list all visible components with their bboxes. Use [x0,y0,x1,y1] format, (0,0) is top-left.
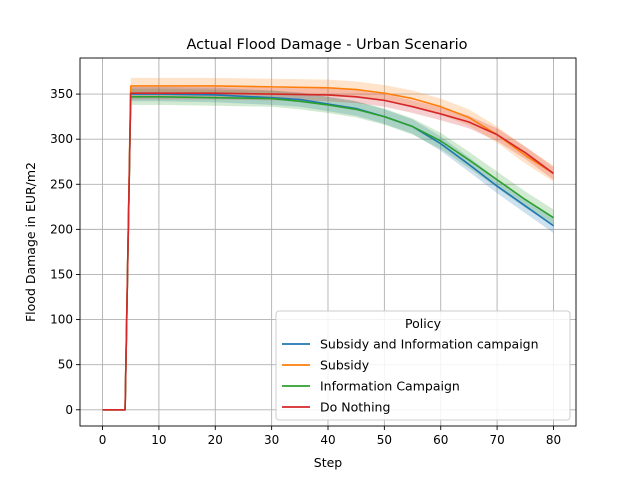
x-tick-label: 50 [377,433,392,447]
x-tick-label: 30 [264,433,279,447]
legend-box [275,310,571,421]
legend: Policy Subsidy and Information campaignS… [275,310,571,421]
y-tick-label: 200 [50,222,73,236]
x-tick-label: 0 [99,433,107,447]
series-lines [102,85,554,411]
series-line-do-nothing [102,92,554,411]
legend-items: Subsidy and Information campaign Subsidy I… [282,337,539,415]
legend-title: Policy [405,316,442,331]
x-axis-ticks: 0 10 20 30 40 50 60 70 80 [99,426,561,447]
series-line-information-campaign [102,95,554,411]
y-tick-label: 100 [50,313,73,327]
y-tick-label: 50 [58,358,73,372]
x-tick-label: 80 [546,433,561,447]
y-tick-label: 150 [50,267,73,281]
y-tick-label: 300 [50,132,73,146]
grid [80,58,576,426]
chart-title: Actual Flood Damage - Urban Scenario [186,37,467,53]
y-tick-label: 350 [50,87,73,101]
x-axis-label: Step [314,455,343,470]
legend-label-subsidy-and-information-campaign: Subsidy and Information campaign [320,337,539,352]
x-tick-label: 60 [433,433,448,447]
y-axis-label: Flood Damage in EUR/m2 [23,162,38,322]
x-tick-label: 10 [151,433,166,447]
y-tick-label: 250 [50,177,73,191]
x-tick-label: 20 [208,433,223,447]
band-information-campaign [130,88,554,226]
series-line-subsidy [102,85,554,411]
x-tick-label: 40 [320,433,335,447]
y-tick-label: 0 [65,403,73,417]
band-subsidy [130,77,554,182]
legend-label-do-nothing: Do Nothing [320,400,390,415]
x-tick-label: 70 [489,433,504,447]
legend-label-subsidy: Subsidy [320,358,370,373]
series-line-subsidy-and-information-campaign [102,93,554,411]
y-axis-ticks: 0 50 100 150 200 250 300 350 [50,87,80,417]
confidence-bands [130,77,554,233]
legend-label-information-campaign: Information Campaign [320,379,460,394]
